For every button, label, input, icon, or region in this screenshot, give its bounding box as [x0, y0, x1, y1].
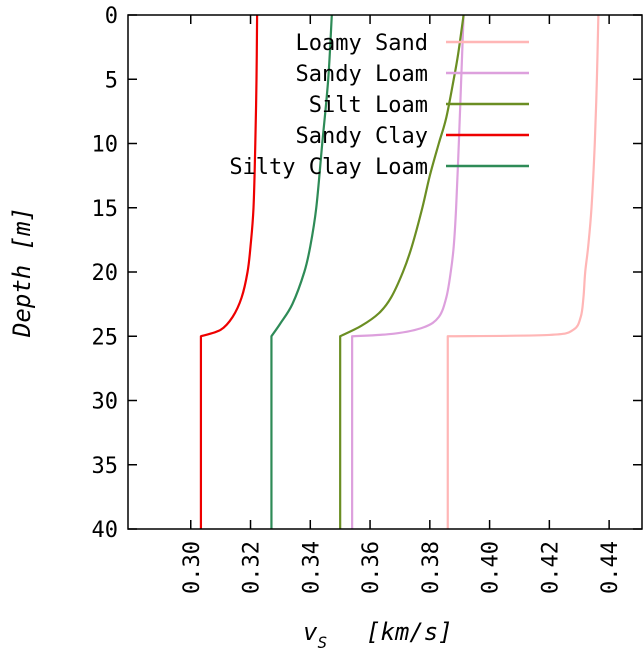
y-tick-label: 10: [92, 133, 119, 158]
x-axis-title: vS [km/s]: [303, 618, 453, 652]
x-tick-label: 0.30: [180, 541, 205, 594]
x-axis: 0.30 0.32 0.34 0.36 0.38 0.40 0.42 0.44: [180, 15, 623, 594]
x-tick-label: 0.38: [419, 541, 444, 594]
series-line-loamy-sand: [446, 14, 600, 529]
x-axis-title-subscript: S: [317, 633, 327, 652]
y-tick-label: 40: [92, 518, 119, 543]
y-tick-label: 20: [92, 261, 119, 286]
x-axis-title-units: [km/s]: [366, 618, 453, 646]
series-line-silty-clay-loam: [270, 14, 333, 529]
legend-label-silty-clay-loam: Silty Clay Loam: [229, 155, 428, 180]
legend-label-sandy-loam: Sandy Loam: [296, 62, 428, 87]
legend-label-sandy-clay: Sandy Clay: [296, 124, 428, 149]
plot-curves: [199, 14, 600, 529]
x-tick-label: 0.36: [359, 541, 384, 594]
y-tick-label: 0: [105, 4, 118, 29]
x-tick-label: 0.44: [598, 541, 623, 594]
x-axis-title-symbol: v: [303, 618, 318, 646]
x-tick-label: 0.40: [479, 541, 504, 594]
y-axis-title: Depth [m]: [8, 207, 36, 338]
series-line-silt-loam: [339, 14, 465, 529]
legend-label-silt-loam: Silt Loam: [309, 93, 428, 118]
y-tick-label: 15: [92, 197, 119, 222]
series-line-sandy-loam: [351, 14, 465, 529]
y-axis: 0 5 10 15 20 25 30 35 40: [92, 4, 642, 543]
legend-label-loamy-sand: Loamy Sand: [296, 31, 428, 56]
y-tick-label: 5: [105, 68, 118, 93]
y-tick-label: 30: [92, 390, 119, 415]
x-tick-label: 0.42: [538, 541, 563, 594]
x-tick-label: 0.34: [299, 541, 324, 594]
y-tick-label: 35: [92, 454, 119, 479]
legend: Loamy Sand Sandy Loam Silt Loam Sandy Clay S…: [229, 31, 529, 180]
y-tick-label: 25: [92, 325, 119, 350]
series-line-sandy-clay: [199, 14, 259, 529]
x-tick-label: 0.32: [240, 541, 265, 594]
